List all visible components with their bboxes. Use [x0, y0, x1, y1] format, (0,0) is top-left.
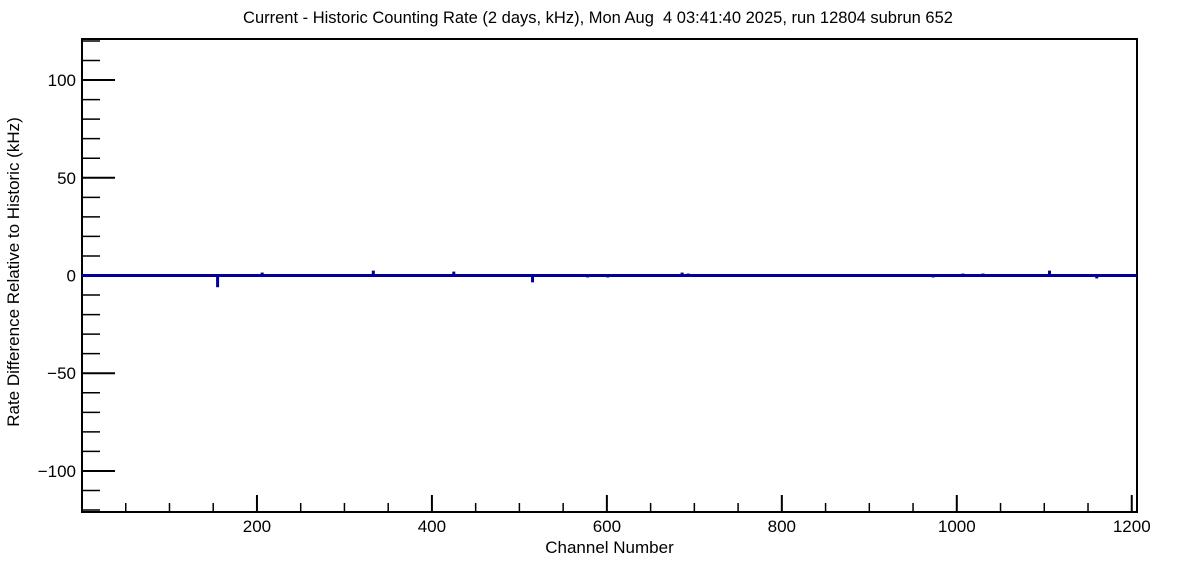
x-tick-label: 400	[418, 517, 446, 536]
x-tick-label: 800	[768, 517, 796, 536]
y-axis-tick-labels: −100 −50 0 50 100	[38, 71, 76, 481]
chart-title: Current - Historic Counting Rate (2 days…	[243, 9, 953, 27]
x-tick-label: 200	[243, 517, 271, 536]
x-axis-title: Channel Number	[545, 538, 674, 557]
x-tick-label: 600	[593, 517, 621, 536]
x-tick-label: 1000	[938, 517, 976, 536]
data-series	[82, 270, 1137, 288]
y-tick-label: 50	[57, 169, 76, 188]
x-axis-ticks	[124, 495, 1133, 511]
y-tick-label: −100	[38, 462, 76, 481]
y-tick-label: 0	[67, 267, 76, 286]
x-tick-label: 1200	[1113, 517, 1151, 536]
x-axis-tick-labels: 200 400 600 800 1000 1200	[243, 517, 1151, 536]
y-tick-label: 100	[48, 71, 76, 90]
y-tick-label: −50	[47, 364, 76, 383]
